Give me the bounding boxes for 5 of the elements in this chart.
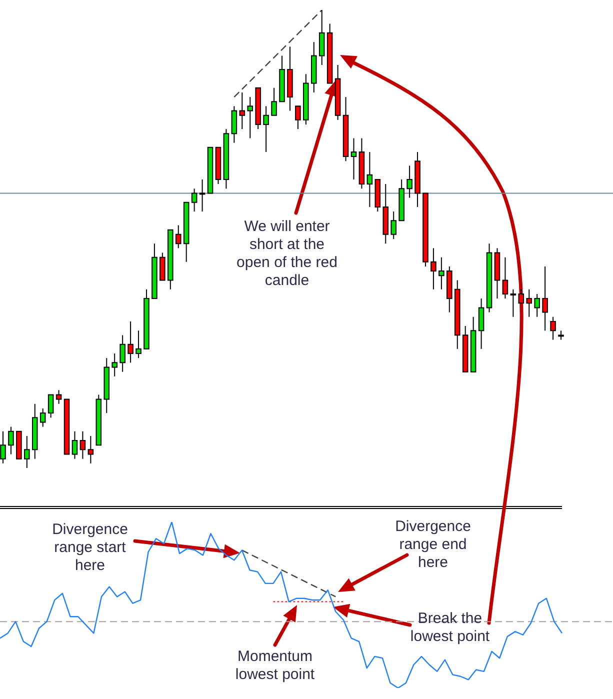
annotation: Divergence range start here	[51, 521, 129, 575]
annotation: Divergence range end here	[394, 518, 472, 572]
annotation: Momentum lowest point	[234, 648, 316, 684]
annotation: We will enter short at the open of the red candle	[236, 218, 338, 290]
annotation: Break the lowest point	[409, 610, 491, 646]
